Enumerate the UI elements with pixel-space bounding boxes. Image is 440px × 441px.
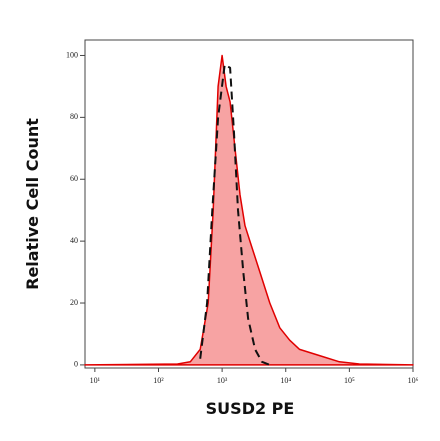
y-tick-label: 60 bbox=[70, 174, 78, 183]
y-tick-label: 20 bbox=[70, 298, 78, 307]
plot-frame bbox=[84, 39, 414, 369]
x-tick-label: 10⁴ bbox=[280, 376, 291, 385]
y-tick-label: 100 bbox=[66, 50, 78, 59]
histogram-area bbox=[84, 54, 414, 366]
x-axis-title: SUSD2 PE bbox=[206, 399, 295, 418]
control-histogram-line bbox=[199, 63, 271, 366]
x-tick-label: 10⁵ bbox=[344, 376, 355, 385]
y-tick-label: 40 bbox=[70, 236, 78, 245]
x-tick-label: 10³ bbox=[217, 376, 228, 385]
y-axis-title: Relative Cell Count bbox=[23, 118, 42, 290]
y-tick-label: 80 bbox=[70, 112, 78, 121]
x-tick-label: 10¹ bbox=[90, 376, 101, 385]
x-tick-label: 10⁶ bbox=[408, 376, 419, 385]
y-tick-label: 0 bbox=[74, 360, 78, 369]
x-tick-label: 10² bbox=[153, 376, 164, 385]
